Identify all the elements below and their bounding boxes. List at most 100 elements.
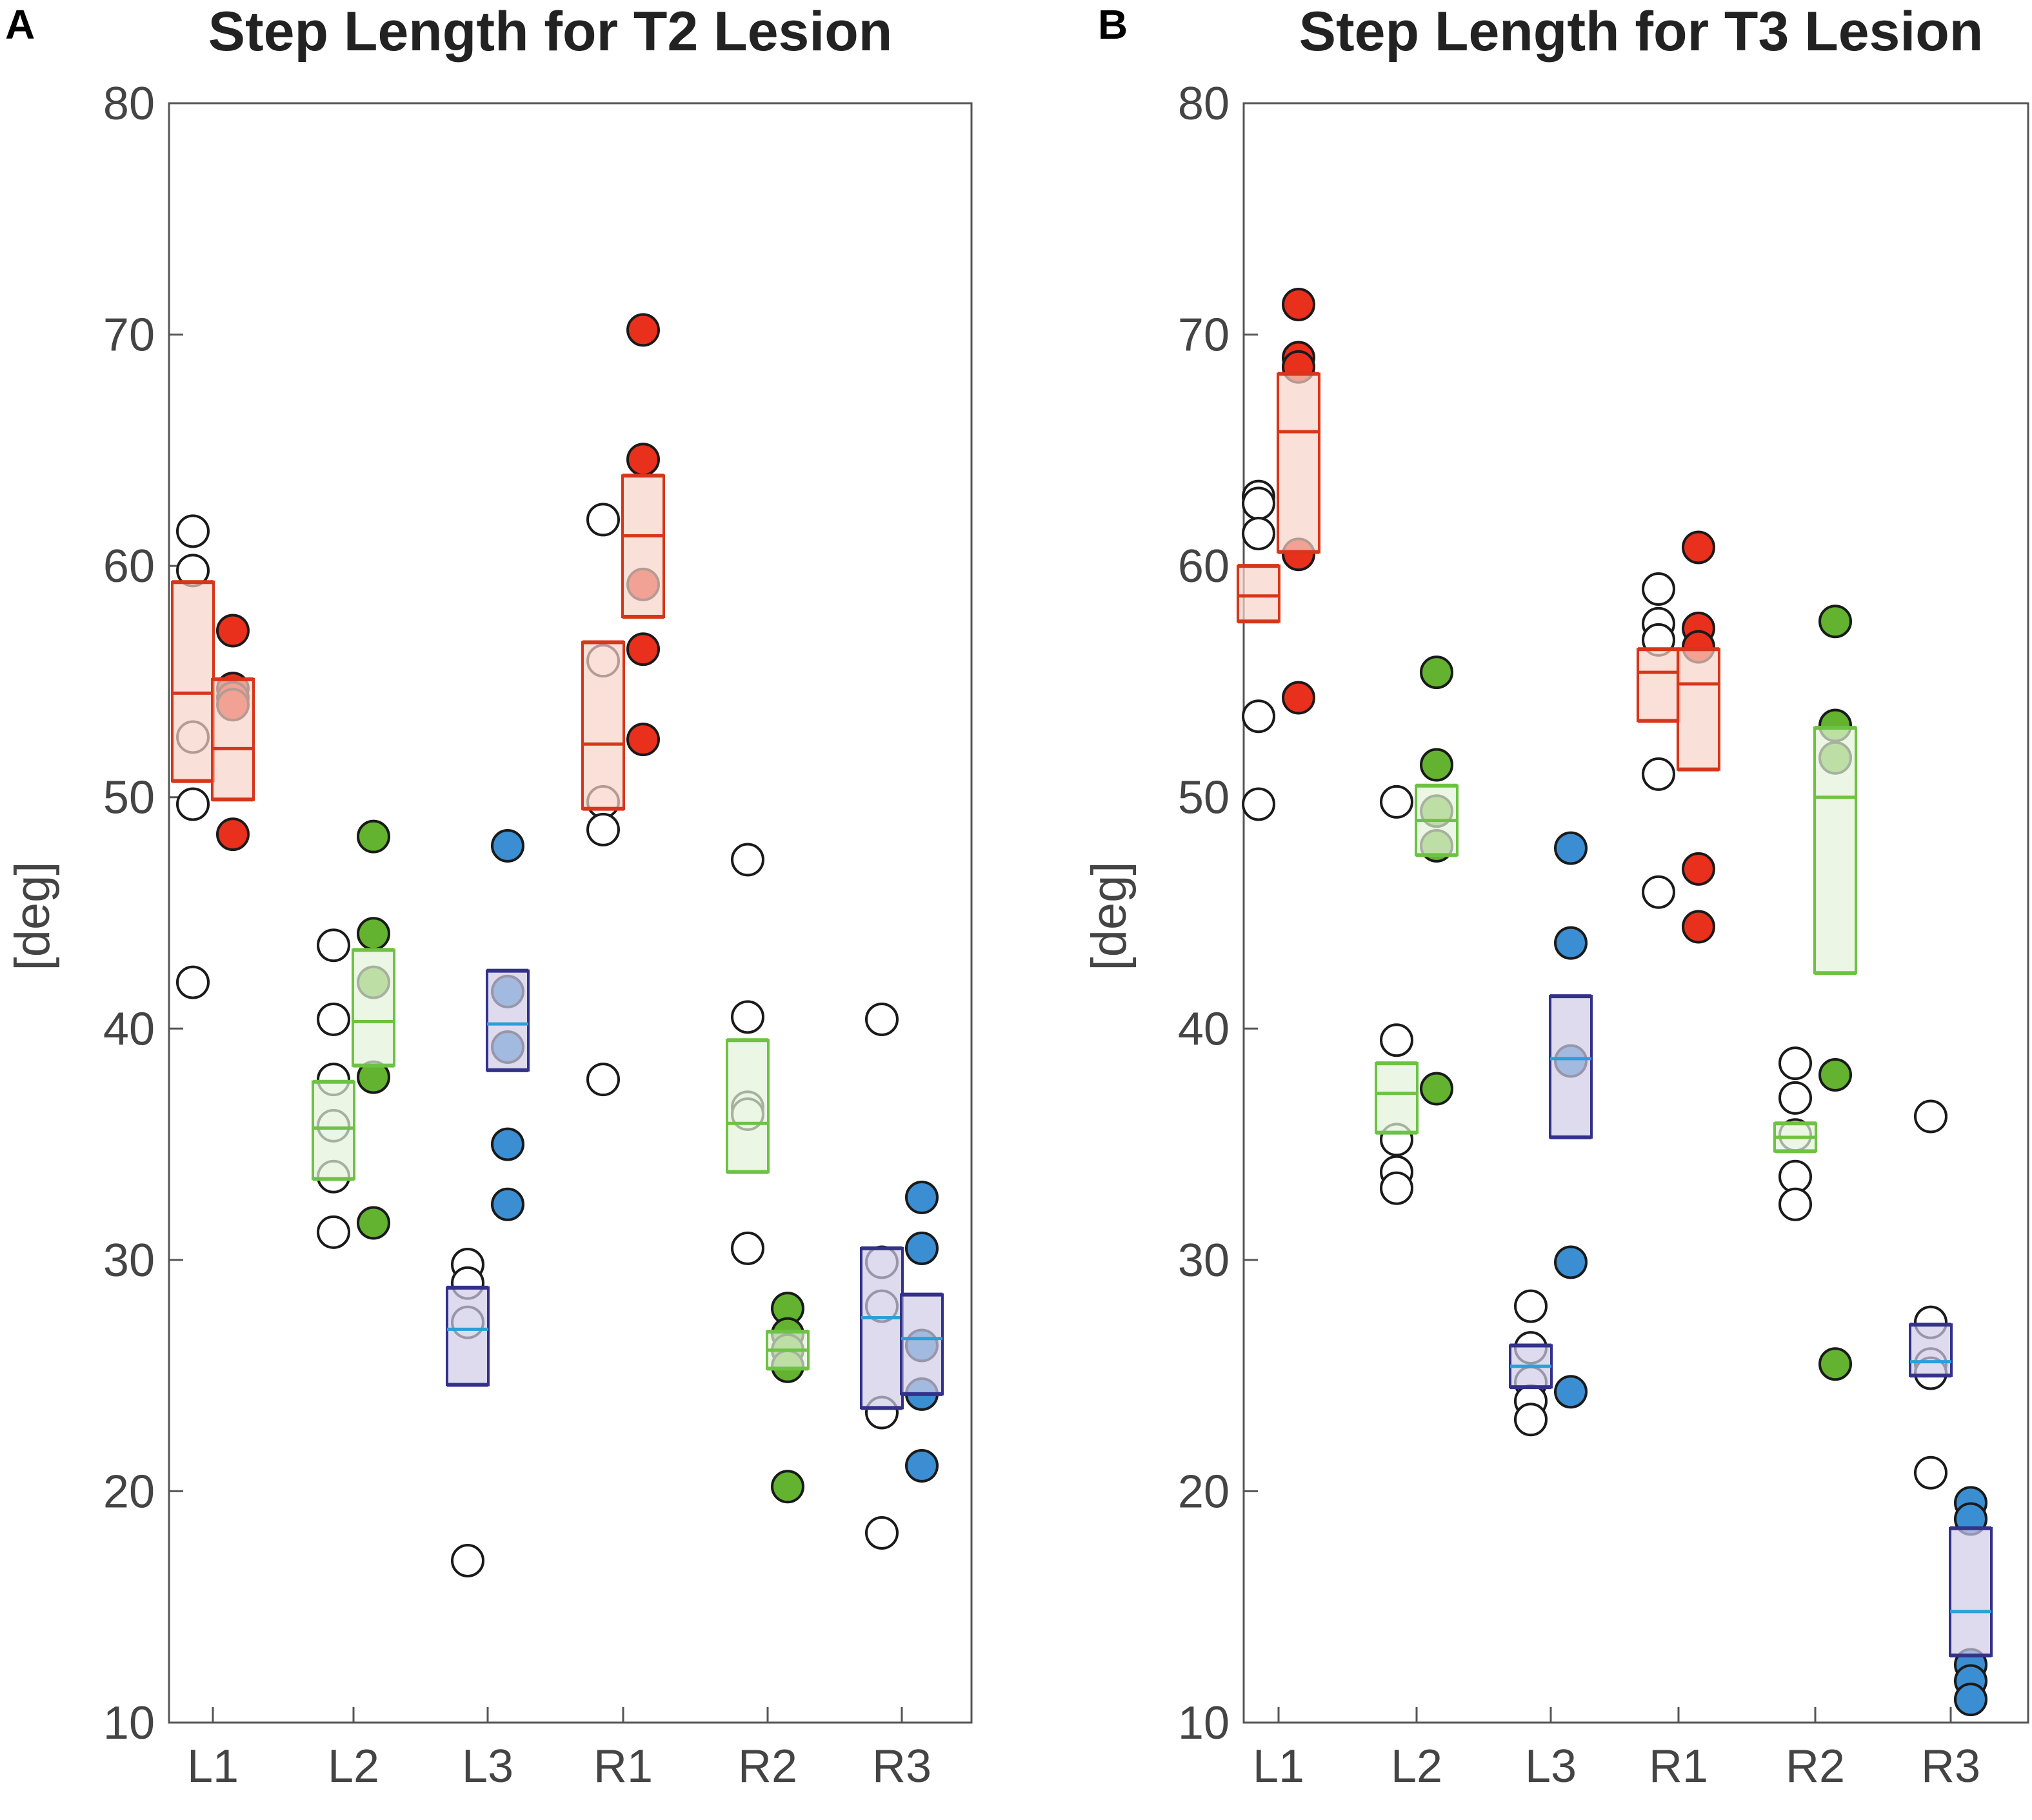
post-lesion-point (357, 819, 390, 854)
box-l3-pre (446, 1286, 490, 1386)
post-lesion-point (626, 723, 660, 757)
series-r3-post (1949, 1486, 1993, 1717)
pre-lesion-point (1242, 787, 1275, 821)
panel-b: B Step Length for T3 Lesion [deg] 10 20 30… (1082, 1, 2029, 1792)
post-lesion-point (1554, 926, 1588, 960)
post-lesion-point (1554, 831, 1588, 865)
post-lesion-point (1682, 530, 1715, 565)
pre-lesion-point (1778, 1159, 1812, 1194)
box-l3-post (1549, 995, 1593, 1139)
y-tick-label: 10 (103, 1697, 155, 1749)
box-l1-post (1277, 372, 1320, 554)
box-r3-post (900, 1293, 944, 1395)
x-tick-label-l3: L3 (1525, 1741, 1577, 1792)
post-lesion-point (626, 313, 660, 347)
post-lesion-point (357, 1206, 390, 1240)
y-tick-label: 80 (103, 78, 155, 130)
x-tick-label-r3: R3 (872, 1741, 931, 1792)
box-r1-post (1677, 648, 1720, 771)
x-tick-label-r2: R2 (1786, 1741, 1845, 1792)
box-r1-pre (1637, 648, 1680, 723)
post-lesion-point (1682, 852, 1715, 886)
series-r2-post (1813, 605, 1857, 1381)
post-lesion-point (216, 817, 250, 852)
pre-lesion-point (586, 1063, 620, 1097)
box-l1-pre (171, 581, 215, 783)
y-tick-label: 70 (1178, 310, 1230, 361)
x-tick-label-r1: R1 (1649, 1741, 1708, 1792)
box-l1-post (211, 677, 255, 801)
post-lesion-point (216, 614, 250, 648)
series-l1-pre (171, 514, 215, 999)
x-tick-label-r2: R2 (738, 1741, 797, 1792)
pre-lesion-point (865, 1002, 899, 1036)
panel-a-y-axis: 10 20 30 40 50 60 70 80 (103, 78, 183, 1749)
box-l2-post (352, 948, 395, 1067)
pre-lesion-point (1778, 1081, 1812, 1115)
post-lesion-point (1818, 605, 1852, 639)
post-lesion-point (1818, 1058, 1852, 1092)
series-r2-post (766, 1292, 810, 1504)
post-lesion-point (905, 1448, 939, 1483)
box-r2-pre (726, 1039, 770, 1174)
series-l2-pre (312, 928, 355, 1249)
series-l2-pre (1375, 785, 1419, 1205)
pre-lesion-point (1642, 572, 1675, 606)
post-lesion-point (626, 443, 660, 477)
series-l1-pre (1237, 479, 1280, 821)
y-tick-label: 20 (103, 1466, 155, 1517)
panel-b-title: Step Length for T3 Lesion (1299, 1, 1984, 63)
y-tick-label: 50 (103, 772, 155, 824)
pre-lesion-point (731, 843, 764, 877)
post-lesion-point (1954, 1683, 1987, 1717)
pre-lesion-point (317, 1215, 350, 1249)
pre-lesion-point (1242, 699, 1275, 734)
panel-a-x-axis: L1 L2 L3 R1 R2 R3 (187, 1707, 931, 1792)
panel-a-label: A (5, 1, 35, 48)
post-lesion-point (771, 1470, 804, 1504)
pre-lesion-point (1242, 516, 1275, 550)
post-lesion-point (491, 1187, 524, 1221)
post-lesion-point (905, 1181, 939, 1215)
panel-b-ylabel: [deg] (1082, 861, 1137, 970)
series-l1-post (211, 614, 255, 852)
series-r1-pre (581, 503, 625, 1097)
post-lesion-point (357, 917, 390, 951)
x-tick-label-l2: L2 (328, 1741, 379, 1792)
series-r3-post (900, 1181, 944, 1483)
box-r3-pre (860, 1246, 904, 1410)
pre-lesion-point (176, 787, 210, 821)
panel-a-plot-frame (168, 102, 973, 1724)
pre-lesion-point (317, 928, 350, 963)
post-lesion-point (491, 829, 524, 863)
post-lesion-point (1282, 287, 1315, 321)
pre-lesion-point (586, 812, 620, 846)
post-lesion-point (1554, 1245, 1588, 1279)
post-lesion-point (1420, 1072, 1453, 1106)
panel-b-data-marks (1237, 287, 1993, 1717)
y-tick-label: 30 (103, 1235, 155, 1286)
series-l3-pre (446, 1248, 490, 1577)
series-l1-post (1277, 287, 1320, 715)
series-r1-post (621, 313, 665, 757)
box-r3-post (1949, 1526, 1993, 1657)
post-lesion-point (491, 1127, 524, 1161)
pre-lesion-point (1914, 1099, 1947, 1134)
pre-lesion-point (317, 1002, 350, 1036)
x-tick-label-r1: R1 (593, 1741, 653, 1792)
panel-b-label: B (1098, 1, 1128, 48)
x-tick-label-l1: L1 (187, 1741, 239, 1792)
box-l2-pre (312, 1080, 355, 1181)
series-r1-post (1677, 530, 1720, 944)
box-r2-post (1813, 726, 1857, 975)
series-l3-post (486, 829, 530, 1221)
post-lesion-point (1818, 1347, 1852, 1381)
post-lesion-point (1554, 1375, 1588, 1409)
series-l3-pre (1509, 1289, 1553, 1437)
series-r3-pre (1909, 1099, 1953, 1490)
panel-b-y-axis: 10 20 30 40 50 60 70 80 (1178, 78, 1258, 1749)
series-r2-pre (1773, 1046, 1817, 1221)
series-l2-post (1415, 655, 1459, 1106)
pre-lesion-point (1642, 757, 1675, 791)
